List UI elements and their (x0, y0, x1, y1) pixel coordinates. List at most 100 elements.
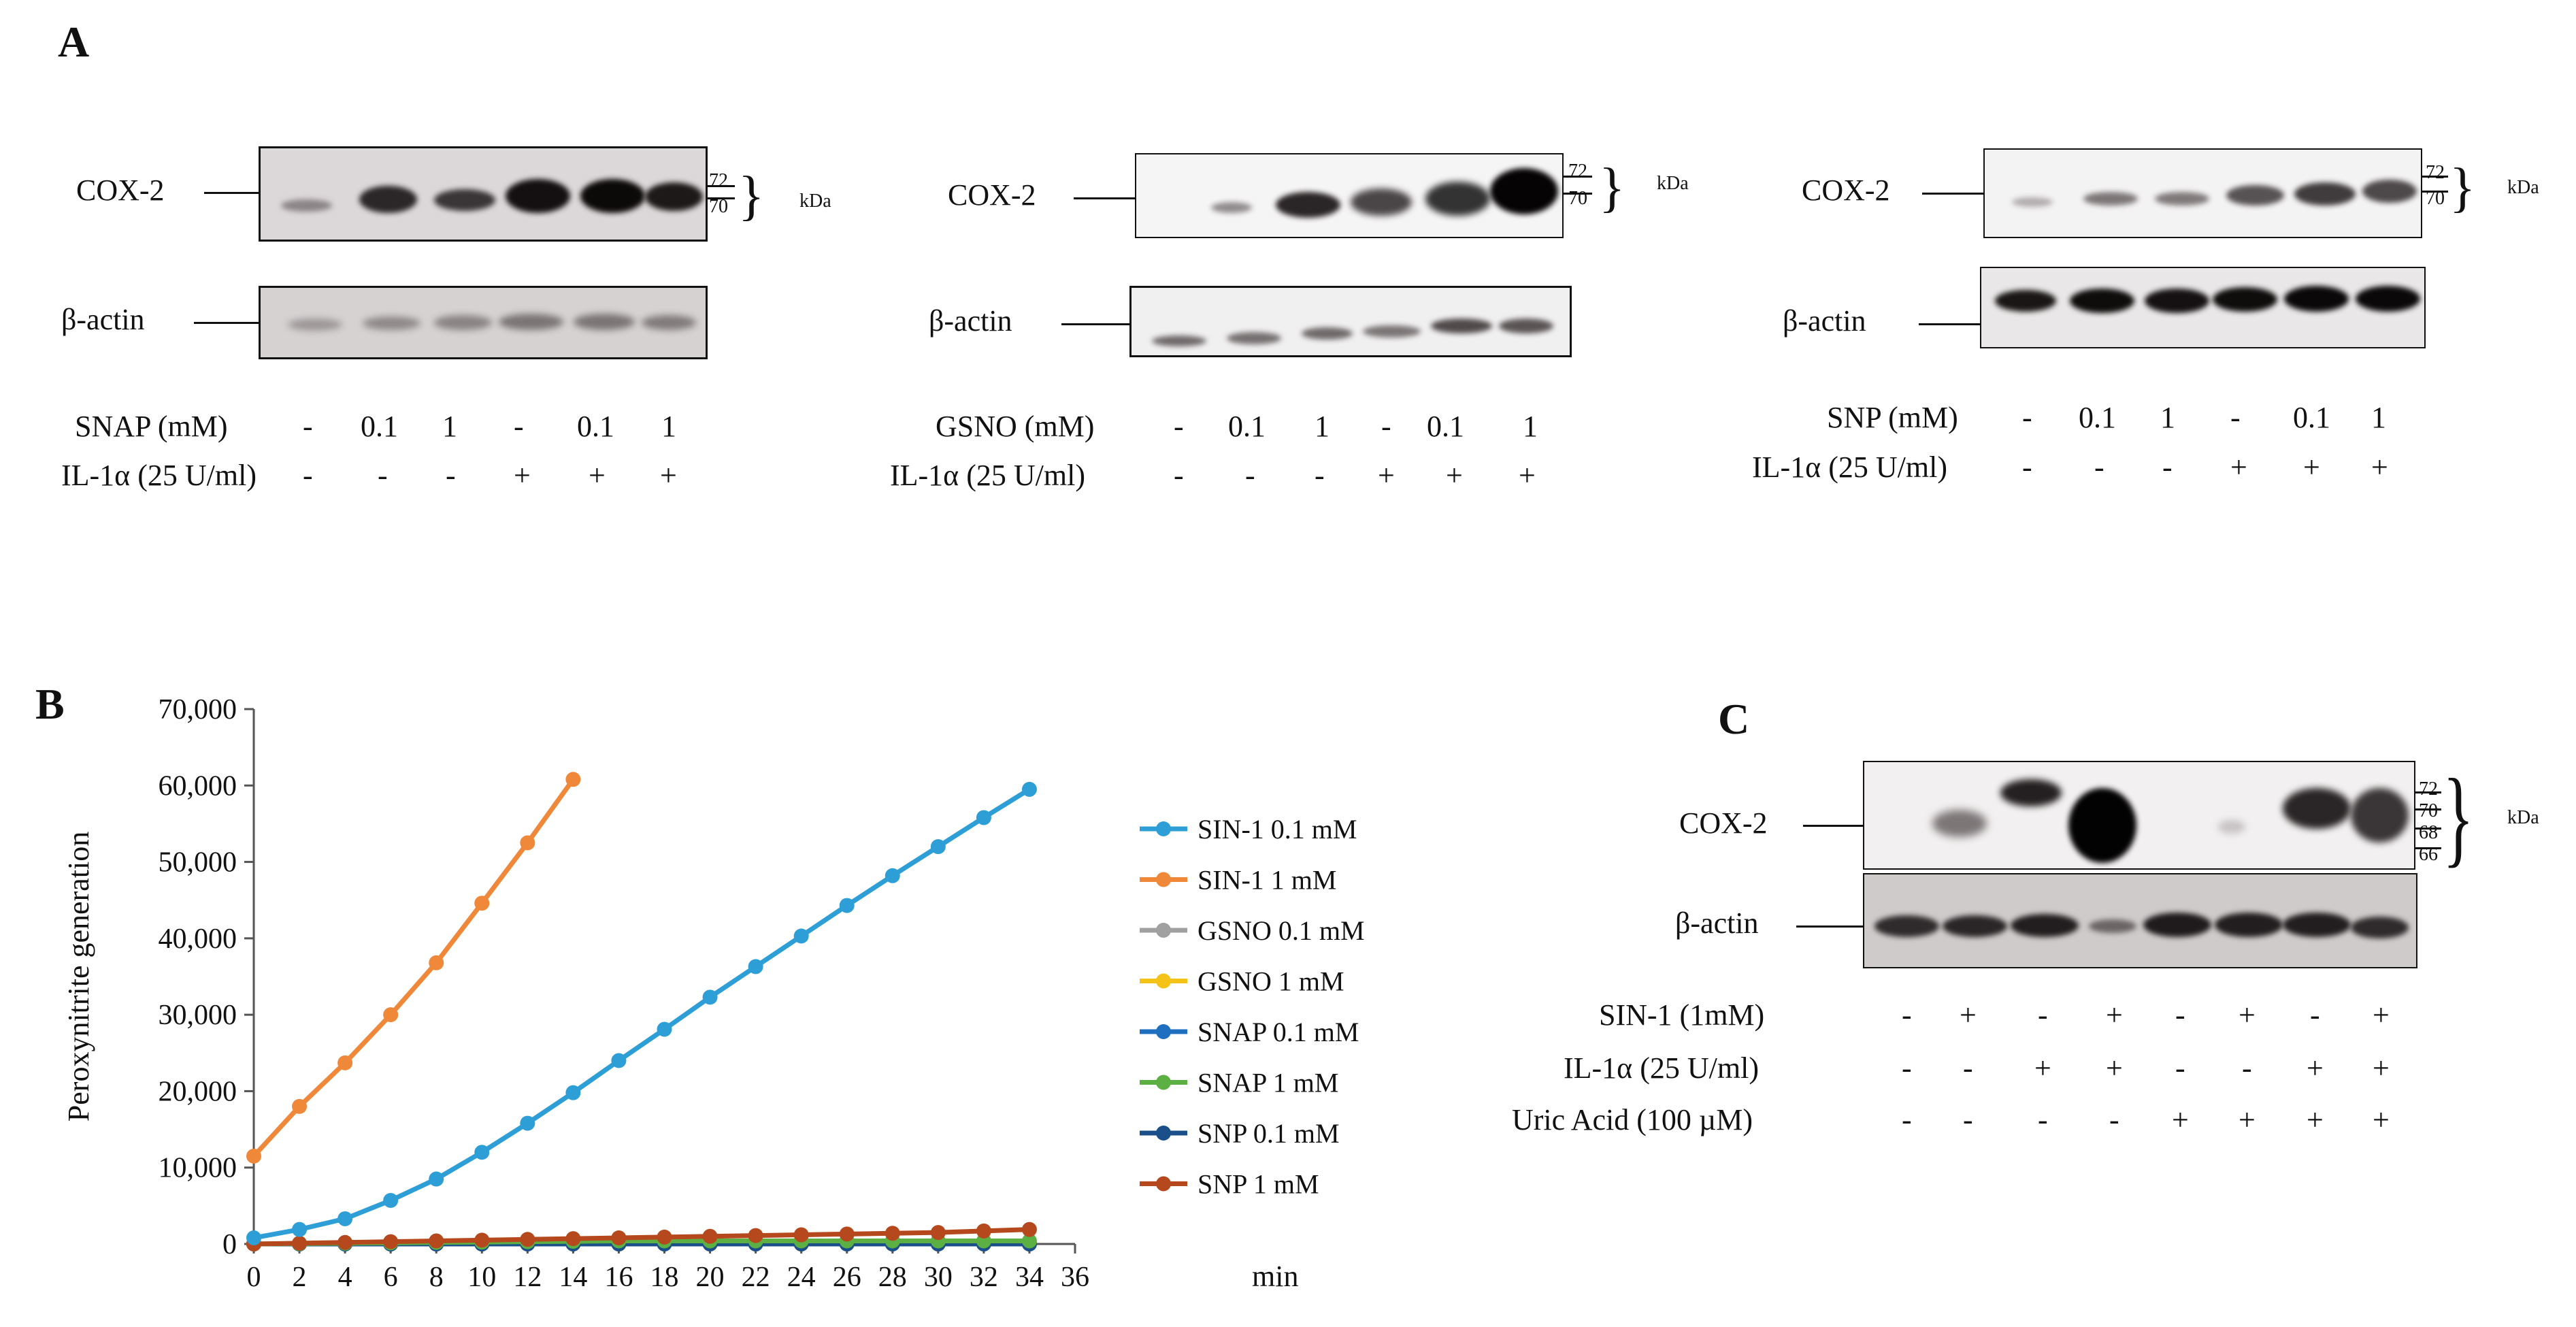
data-point (246, 1148, 261, 1164)
data-point (474, 1232, 490, 1248)
actin-blot-gsno (1129, 286, 1572, 357)
panel-c-sign: + (2172, 1103, 2189, 1136)
data-point (748, 1228, 763, 1243)
kda-label-snp: kDa (2507, 177, 2539, 198)
actin-label-snap: β-actin (61, 303, 145, 336)
actin-pointer-snap (194, 322, 259, 324)
actin-blot-c (1863, 873, 2417, 968)
panel-c-sign: - (1902, 1103, 1912, 1136)
actin-blot-snp (1980, 267, 2426, 348)
il-label-snp: IL-1α (25 U/ml) (1752, 450, 1947, 484)
x-tick-label: 2 (293, 1262, 307, 1293)
legend-label: SNP 0.1 mM (1198, 1118, 1340, 1149)
data-point (565, 772, 581, 787)
legend-label: SNAP 0.1 mM (1198, 1017, 1359, 1047)
bracket-c: } (2443, 756, 2475, 877)
legend-label: SIN-1 0.1 mM (1198, 814, 1357, 845)
panel-c-sign: + (2239, 998, 2256, 1032)
x-tick-label: 22 (742, 1262, 770, 1293)
legend-swatch-marker (1156, 1075, 1171, 1090)
mw-72-c: 72 (2419, 779, 2438, 800)
mw-68-c: 68 (2419, 822, 2438, 843)
mw-66-c: 66 (2419, 844, 2438, 865)
panel-c-sign: - (2038, 1103, 2048, 1136)
cox2-label-snp: COX-2 (1802, 174, 1890, 207)
bracket-gsno: } (1599, 158, 1625, 218)
legend-swatch-marker (1156, 1176, 1171, 1192)
x-tick-label: 4 (338, 1262, 352, 1293)
panel-c-sign: - (1902, 1051, 1912, 1085)
actin-pointer-c (1796, 925, 1863, 928)
panel-c-sign: - (2242, 1051, 2252, 1085)
panel-c-sign: + (2106, 998, 2123, 1032)
mw-70-snap: 70 (709, 196, 728, 217)
mw-72-gsno: 72 (1568, 161, 1587, 182)
panel-c-sign: - (2175, 1051, 2185, 1085)
bracket-snap: } (738, 166, 765, 226)
legend-label: GSNO 0.1 mM (1198, 915, 1365, 946)
actin-pointer-gsno (1061, 323, 1129, 325)
x-axis-title: min (1252, 1260, 1298, 1293)
mw-72-snap: 72 (709, 170, 728, 191)
data-point (429, 1233, 444, 1249)
panel-c-sign: - (1963, 1103, 1973, 1136)
mw-70-snp: 70 (2426, 188, 2445, 209)
data-point (565, 1231, 581, 1247)
legend-swatch-marker (1156, 1024, 1171, 1039)
data-point (611, 1230, 627, 1246)
cox2-blot-snp (1983, 148, 2422, 238)
cox2-pointer-c (1803, 825, 1863, 827)
data-point (520, 835, 535, 851)
data-point (520, 1232, 535, 1247)
data-point (976, 1223, 991, 1239)
data-point (1021, 1222, 1037, 1237)
y-tick-label: 50,000 (159, 847, 237, 879)
data-point (748, 959, 763, 974)
legend-swatch-marker (1156, 872, 1171, 887)
cox2-label-c: COX-2 (1679, 806, 1768, 840)
mw-70-c: 70 (2419, 800, 2438, 821)
kda-label-c: kDa (2507, 807, 2539, 828)
il-label-gsno: IL-1α (25 U/ml) (890, 459, 1085, 492)
y-tick-label: 20,000 (159, 1076, 237, 1107)
data-point (383, 1234, 399, 1249)
treatment-label-snap: SNAP (mM) (75, 410, 228, 443)
panel-c-sign: + (2373, 1051, 2390, 1085)
x-tick-label: 0 (247, 1262, 261, 1293)
data-point (1021, 781, 1037, 797)
legend-label: SNAP 1 mM (1198, 1068, 1338, 1098)
peroxynitrite-line-chart: 0 10,000 20,000 30,000 40,000 50,000 60,000 70,… (62, 694, 1365, 1293)
treatment-label-gsno: GSNO (mM) (936, 410, 1095, 443)
data-point (839, 1226, 855, 1242)
cox2-blot-c (1863, 761, 2415, 870)
y-tick-label: 40,000 (159, 923, 237, 955)
data-point (930, 1225, 946, 1241)
actin-blot-snap (259, 286, 708, 359)
y-tick-label: 0 (222, 1229, 237, 1260)
legend-swatch-marker (1156, 821, 1171, 836)
cox2-label-gsno: COX-2 (948, 178, 1036, 212)
data-point (702, 989, 718, 1005)
legend-swatch-marker (1156, 923, 1171, 938)
x-tick-label: 28 (878, 1262, 907, 1293)
sin1-label-c: SIN-1 (1mM) (1599, 998, 1765, 1032)
data-point (565, 1085, 581, 1100)
panel-c-sign: - (2109, 1103, 2119, 1136)
x-tick-label: 30 (924, 1262, 953, 1293)
panel-c-sign: - (2175, 998, 2185, 1032)
treatment-label-snp: SNP (mM) (1827, 401, 1958, 434)
x-tick-label: 16 (604, 1262, 633, 1293)
x-tick-label: 24 (787, 1262, 816, 1293)
cox2-blot-gsno (1135, 153, 1564, 238)
mw-72-snp: 72 (2426, 162, 2445, 183)
y-tick-label: 70,000 (159, 694, 237, 725)
x-tick-label: 10 (467, 1262, 496, 1293)
data-point (292, 1222, 308, 1237)
mw-70-gsno: 70 (1568, 188, 1587, 209)
x-tick-label: 18 (650, 1262, 679, 1293)
data-point (292, 1235, 308, 1251)
x-tick-label: 20 (696, 1262, 725, 1293)
data-point (793, 928, 809, 944)
cox2-pointer-gsno (1074, 197, 1135, 199)
panel-c-sign: - (2310, 998, 2320, 1032)
